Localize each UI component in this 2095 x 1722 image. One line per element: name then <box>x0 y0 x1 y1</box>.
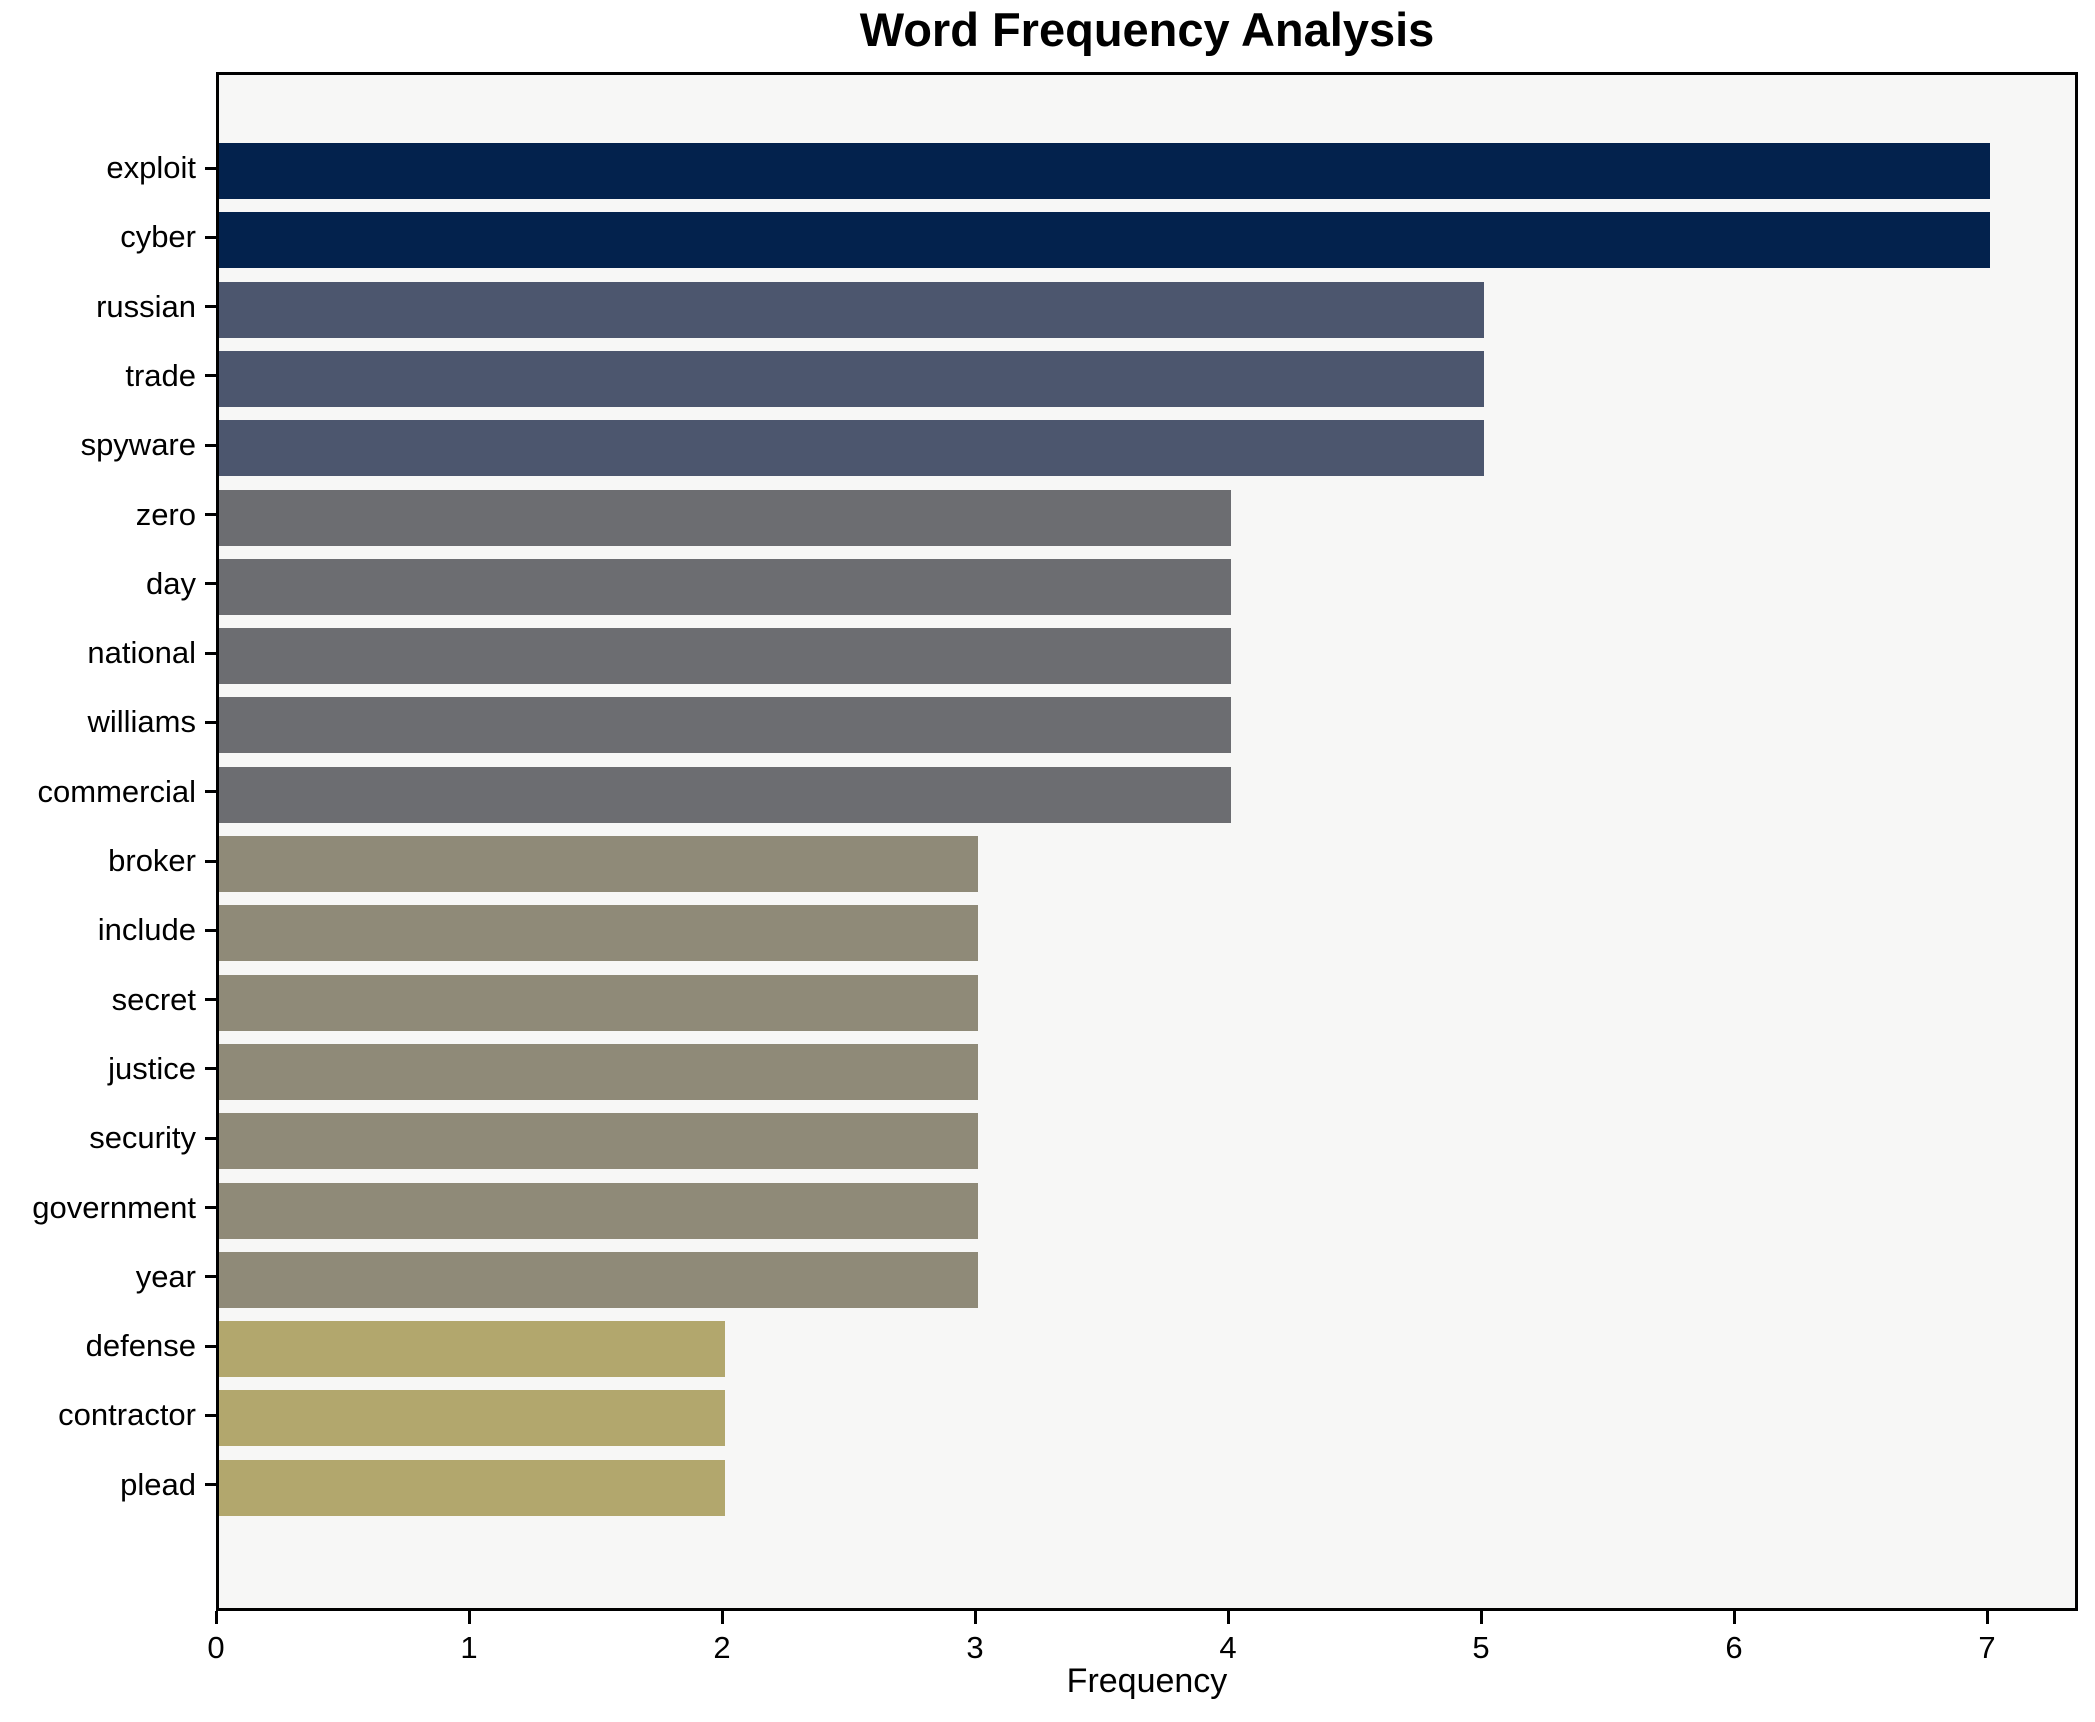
y-tick-mark <box>205 651 216 655</box>
x-axis-label: Frequency <box>1066 1662 1228 1700</box>
y-tick-label-defense: defense <box>85 1328 196 1364</box>
y-tick-label-justice: justice <box>108 1050 196 1086</box>
bar-russian <box>219 281 1484 338</box>
chart-title: Word Frequency Analysis <box>859 3 1435 56</box>
y-tick-mark <box>205 998 216 1002</box>
x-tick-label-2: 2 <box>713 1630 731 1665</box>
x-tick-label-1: 1 <box>460 1630 478 1665</box>
bar-security <box>219 1113 978 1170</box>
y-tick-mark <box>205 166 216 170</box>
y-tick-label-trade: trade <box>125 357 196 393</box>
y-tick-label-year: year <box>135 1258 196 1294</box>
bar-national <box>219 628 1231 685</box>
y-tick-mark <box>205 859 216 863</box>
bar-spyware <box>219 420 1484 477</box>
bar-justice <box>219 1043 978 1100</box>
bar-secret <box>219 974 978 1031</box>
x-tick-label-5: 5 <box>1472 1630 1490 1665</box>
x-tick-label-0: 0 <box>207 1630 225 1665</box>
bar-williams <box>219 697 1231 754</box>
y-tick-mark <box>205 305 216 309</box>
y-tick-mark <box>205 790 216 794</box>
y-tick-mark <box>205 928 216 932</box>
x-tick-mark <box>214 1611 218 1624</box>
y-tick-mark <box>205 1344 216 1348</box>
y-tick-mark <box>205 1136 216 1140</box>
y-tick-mark <box>205 374 216 378</box>
y-tick-mark <box>205 1275 216 1279</box>
y-tick-label-contractor: contractor <box>58 1397 196 1433</box>
x-tick-label-7: 7 <box>1978 1630 1996 1665</box>
y-tick-mark <box>205 235 216 239</box>
y-tick-label-include: include <box>97 912 196 948</box>
bar-broker <box>219 836 978 892</box>
y-tick-label-national: national <box>87 635 196 671</box>
bar-plead <box>219 1459 725 1516</box>
x-tick-mark <box>1732 1611 1736 1624</box>
bar-cyber <box>219 212 1990 269</box>
y-tick-label-security: security <box>89 1120 196 1156</box>
y-tick-label-day: day <box>146 565 196 601</box>
x-tick-label-6: 6 <box>1725 1630 1743 1665</box>
x-tick-mark <box>467 1611 471 1624</box>
bar-contractor <box>219 1390 725 1447</box>
y-tick-mark <box>205 582 216 586</box>
y-tick-mark <box>205 1206 216 1209</box>
bar-commercial <box>219 766 1231 823</box>
bar-government <box>219 1182 978 1239</box>
y-tick-label-spyware: spyware <box>80 427 196 463</box>
x-tick-mark <box>720 1611 724 1624</box>
x-tick-mark <box>1226 1611 1230 1624</box>
bar-include <box>219 905 978 962</box>
y-tick-label-russian: russian <box>96 288 196 324</box>
y-tick-label-cyber: cyber <box>120 219 196 255</box>
x-tick-label-3: 3 <box>966 1630 984 1665</box>
x-tick-label-4: 4 <box>1219 1630 1237 1665</box>
y-tick-mark <box>205 1413 216 1417</box>
bar-defense <box>219 1321 725 1378</box>
y-tick-label-broker: broker <box>108 843 196 878</box>
x-tick-mark <box>973 1611 977 1624</box>
y-tick-mark <box>205 1067 216 1071</box>
bar-exploit <box>219 143 1990 199</box>
y-tick-label-government: government <box>32 1189 196 1225</box>
y-tick-mark <box>205 443 216 447</box>
x-tick-mark <box>1479 1611 1483 1624</box>
y-tick-label-secret: secret <box>111 981 196 1017</box>
plot-area <box>216 72 2078 1611</box>
y-tick-label-exploit: exploit <box>106 150 196 185</box>
y-tick-label-plead: plead <box>120 1466 196 1502</box>
y-tick-label-williams: williams <box>87 704 197 740</box>
bar-year <box>219 1251 978 1308</box>
x-tick-mark <box>1985 1611 1989 1624</box>
y-tick-mark <box>205 1483 216 1487</box>
bar-trade <box>219 350 1484 407</box>
y-tick-label-commercial: commercial <box>37 773 196 809</box>
y-tick-mark <box>205 513 216 516</box>
bar-zero <box>219 489 1231 546</box>
y-tick-mark <box>205 720 216 724</box>
bar-day <box>219 558 1231 615</box>
y-tick-label-zero: zero <box>135 496 196 532</box>
